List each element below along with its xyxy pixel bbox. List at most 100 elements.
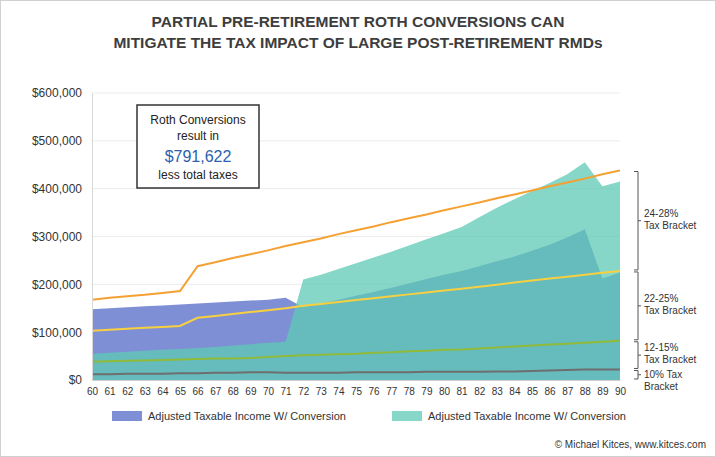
x-tick-label: 77: [386, 386, 398, 397]
y-tick-label: $200,000: [32, 278, 82, 292]
bracket-label: 10% Tax: [644, 369, 682, 380]
annotation: result in: [177, 129, 219, 143]
y-tick-label: $400,000: [32, 182, 82, 196]
x-tick: 75: [351, 380, 363, 397]
area: [92, 162, 620, 380]
x-tick: 68: [228, 380, 240, 397]
line: [92, 369, 620, 374]
annotation-box: [137, 105, 259, 188]
x-tick-label: 74: [333, 386, 345, 397]
x-tick-label: 71: [281, 386, 293, 397]
plot: [92, 162, 620, 380]
y-axis-line: [92, 94, 93, 381]
x-tick-label: 60: [87, 386, 99, 397]
x-tick: 73: [316, 380, 328, 397]
legend-label: Adjusted Taxable Income W/ Conversion: [428, 410, 626, 422]
x-tick: 65: [175, 380, 187, 397]
x-tick-label: 81: [457, 386, 469, 397]
bracket-label: Tax Bracket: [644, 305, 696, 316]
x-tick: 74: [333, 380, 345, 397]
x-tick-label: 90: [615, 386, 627, 397]
x-tick-label: 82: [474, 386, 486, 397]
y-tick-label: $0: [69, 373, 83, 387]
x-tick-label: 79: [421, 386, 433, 397]
x-tick-label: 64: [157, 386, 169, 397]
bracket-label: 24-28%: [644, 208, 679, 219]
x-tick: 87: [562, 380, 574, 397]
x-tick-label: 66: [193, 386, 205, 397]
x-tick: 69: [245, 380, 257, 397]
bracket-label: Bracket: [644, 381, 678, 392]
y-tick: $500,000: [32, 134, 92, 148]
x-tick-label: 85: [527, 386, 539, 397]
title: MITIGATE THE TAX IMPACT OF LARGE POST-RE…: [113, 34, 602, 51]
y-tick: $600,000: [32, 86, 92, 100]
y-tick-label: $600,000: [32, 86, 82, 100]
x-tick: 88: [580, 380, 592, 397]
x-tick-label: 83: [492, 386, 504, 397]
x-tick-label: 78: [404, 386, 416, 397]
bracket: [634, 272, 641, 340]
x-tick-label: 68: [228, 386, 240, 397]
x-tick: 85: [527, 380, 539, 397]
x-tick: 64: [157, 380, 169, 397]
chart: PARTIAL PRE-RETIREMENT ROTH CONVERSIONS …: [0, 0, 716, 457]
x-tick: 86: [545, 380, 557, 397]
x-tick: 71: [281, 380, 293, 397]
x-tick: 80: [439, 380, 451, 397]
x-tick: 70: [263, 380, 275, 397]
x-tick-label: 84: [509, 386, 521, 397]
annotation: Roth Conversions: [150, 113, 245, 127]
x-tick: 63: [140, 380, 152, 397]
bracket-label: Tax Bracket: [644, 354, 696, 365]
x-tick: 81: [457, 380, 469, 397]
x-tick-label: 76: [369, 386, 381, 397]
x-axis: 60 61 62 63 64 65 66 67 68 69 70 71 72 73 74 75 76 77 78 79…: [87, 380, 627, 397]
x-tick: 77: [386, 380, 398, 397]
grid: [92, 93, 620, 380]
frame: [1, 1, 716, 457]
x-tick-label: 87: [562, 386, 574, 397]
bracket: [634, 370, 641, 379]
x-tick: 79: [421, 380, 433, 397]
x-tick-label: 63: [140, 386, 152, 397]
legend: Adjusted Taxable Income W/ ConversionAdj…: [112, 410, 626, 422]
x-tick-label: 80: [439, 386, 451, 397]
y-axis: $0 $100,000 $200,000 $300,000 $400,000 $500,0…: [32, 86, 93, 387]
x-tick: 84: [509, 380, 521, 397]
y-tick: $300,000: [32, 230, 92, 244]
x-tick-label: 86: [545, 386, 557, 397]
x-tick-label: 72: [298, 386, 310, 397]
x-tick-label: 67: [210, 386, 222, 397]
x-tick: 78: [404, 380, 416, 397]
x-tick-label: 70: [263, 386, 275, 397]
line: [92, 341, 620, 362]
x-tick: 62: [122, 380, 134, 397]
x-tick-label: 69: [245, 386, 257, 397]
source: © Michael Kitces, www.kitces.com: [555, 439, 706, 450]
bracket-label: 22-25%: [644, 293, 679, 304]
x-tick-label: 61: [105, 386, 117, 397]
bracket: [634, 171, 641, 269]
y-tick: $200,000: [32, 278, 92, 292]
grid-line: [92, 93, 620, 94]
x-tick-label: 88: [580, 386, 592, 397]
x-tick: 83: [492, 380, 504, 397]
x-tick: 89: [597, 380, 609, 397]
y-tick-label: $300,000: [32, 230, 82, 244]
x-tick-label: 65: [175, 386, 187, 397]
y-tick: $100,000: [32, 326, 92, 340]
x-tick-label: 62: [122, 386, 134, 397]
y-tick: $400,000: [32, 182, 92, 196]
bracket-label: 12-15%: [644, 342, 679, 353]
y-tick-label: $500,000: [32, 134, 82, 148]
x-tick: 82: [474, 380, 486, 397]
x-tick: 61: [105, 380, 117, 397]
x-tick: 60: [87, 380, 99, 397]
x-tick: 67: [210, 380, 222, 397]
annotation: $791,622: [165, 148, 232, 165]
legend-swatch: [112, 411, 142, 421]
legend-swatch: [392, 411, 422, 421]
y-tick-label: $100,000: [32, 326, 82, 340]
x-tick: 76: [369, 380, 381, 397]
